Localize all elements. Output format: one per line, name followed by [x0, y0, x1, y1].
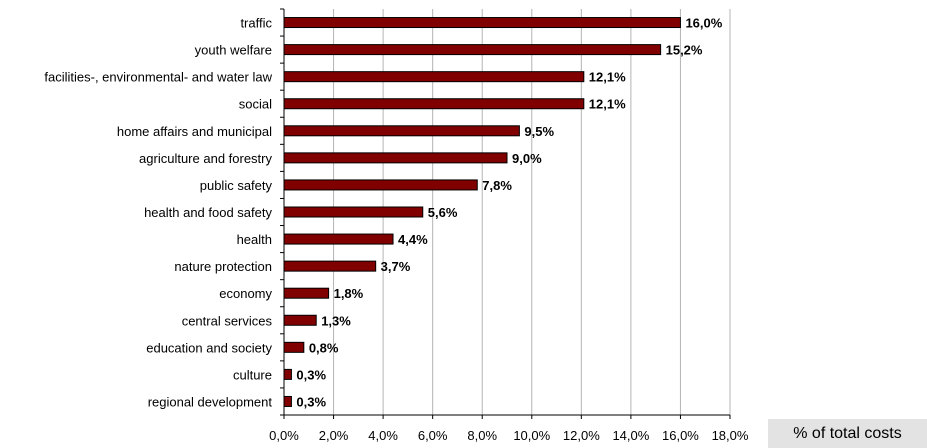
bar: [283, 44, 662, 56]
bar: [283, 368, 292, 380]
category-label: home affairs and municipal: [117, 124, 272, 139]
value-label: 0,8%: [309, 340, 339, 355]
value-label: 1,3%: [321, 313, 351, 328]
category-label: agriculture and forestry: [139, 151, 272, 166]
category-label: central services: [182, 313, 273, 328]
value-label: 9,0%: [512, 151, 542, 166]
category-label: nature protection: [174, 259, 272, 274]
category-label: youth welfare: [195, 43, 272, 58]
bar: [283, 206, 424, 218]
bar: [283, 260, 377, 272]
category-label: traffic: [240, 16, 272, 31]
category-label: education and society: [146, 340, 272, 355]
bar: [283, 179, 478, 191]
bar: [283, 395, 292, 407]
category-label: social: [239, 97, 272, 112]
x-tick-label: 0,0%: [269, 428, 299, 443]
x-axis-title: % of total costs: [768, 419, 927, 448]
x-tick-label: 14,0%: [612, 428, 649, 443]
bar: [283, 125, 520, 137]
bar: [283, 287, 330, 299]
bar: [283, 17, 681, 29]
x-tick-label: 6,0%: [418, 428, 448, 443]
value-label: 0,3%: [296, 394, 326, 409]
x-tick-label: 2,0%: [319, 428, 349, 443]
value-label: 12,1%: [589, 97, 626, 112]
value-label: 5,6%: [428, 205, 458, 220]
x-tick-label: 4,0%: [368, 428, 398, 443]
category-label: culture: [233, 367, 272, 382]
value-label: 12,1%: [589, 70, 626, 85]
bar: [283, 152, 508, 164]
category-label: regional development: [148, 394, 273, 409]
bar: [283, 341, 305, 353]
bar: [283, 233, 394, 245]
value-label: 0,3%: [296, 367, 326, 382]
value-label: 4,4%: [398, 232, 428, 247]
category-label: health and food safety: [144, 205, 272, 220]
value-label: 1,8%: [334, 286, 364, 301]
category-label: public safety: [200, 178, 273, 193]
x-tick-label: 10,0%: [513, 428, 550, 443]
x-tick-label: 8,0%: [467, 428, 497, 443]
bar: [283, 71, 585, 83]
category-label: facilities-, environmental- and water la…: [44, 70, 272, 85]
bar: [283, 98, 585, 110]
value-label: 3,7%: [381, 259, 411, 274]
x-tick-label: 18,0%: [712, 428, 749, 443]
value-label: 15,2%: [666, 43, 703, 58]
value-label: 16,0%: [685, 16, 722, 31]
x-tick-label: 12,0%: [563, 428, 600, 443]
x-tick-label: 16,0%: [662, 428, 699, 443]
category-label: economy: [219, 286, 272, 301]
bar: [283, 314, 317, 326]
value-label: 9,5%: [524, 124, 554, 139]
category-label: health: [237, 232, 272, 247]
value-label: 7,8%: [482, 178, 512, 193]
